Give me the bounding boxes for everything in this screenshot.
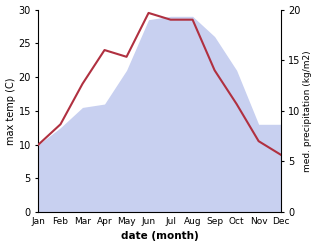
Y-axis label: max temp (C): max temp (C) bbox=[5, 77, 16, 144]
X-axis label: date (month): date (month) bbox=[121, 231, 198, 242]
Y-axis label: med. precipitation (kg/m2): med. precipitation (kg/m2) bbox=[303, 50, 313, 172]
